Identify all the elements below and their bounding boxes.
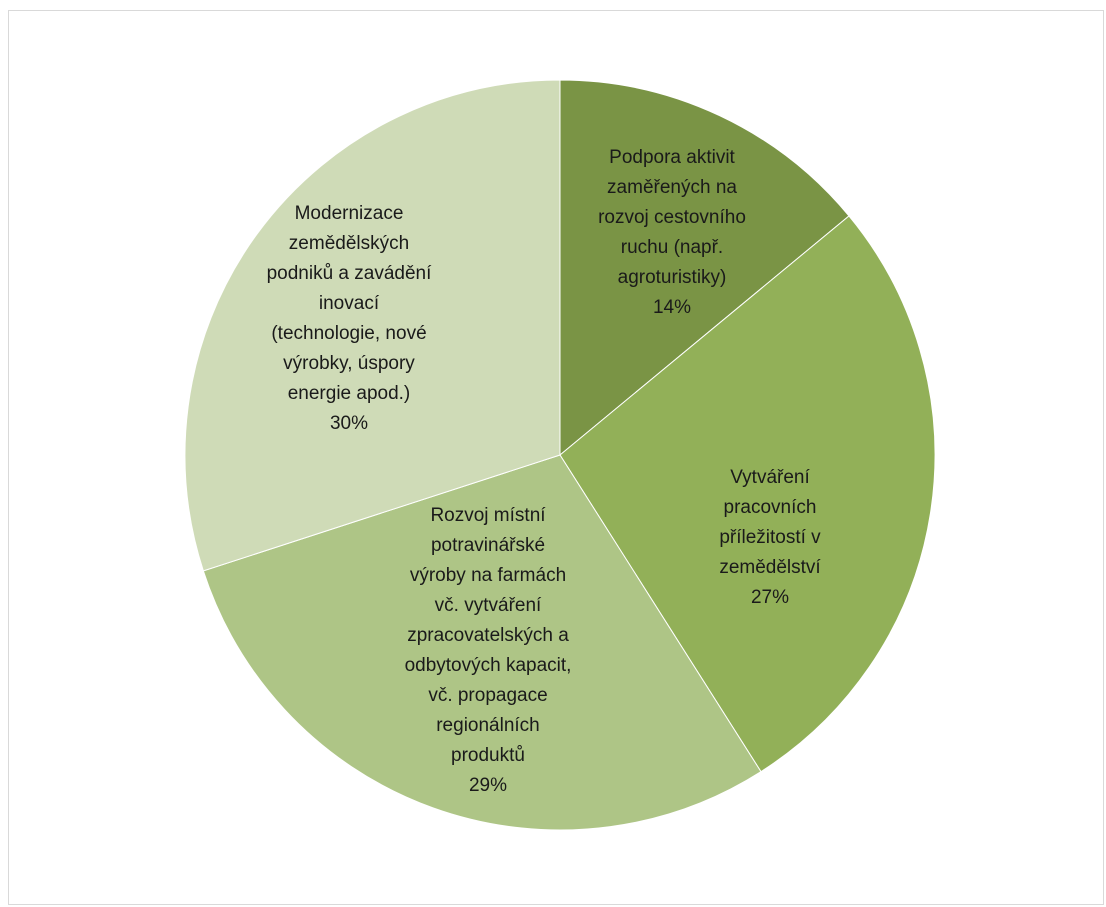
slice-label-line: příležitostí v (719, 527, 821, 548)
slice-label-4: Modernizace zemědělských podniků a zaváděn… (267, 203, 433, 434)
pie-slice-3 (202, 454, 762, 831)
slice-label-line: Vytváření (730, 467, 810, 488)
slice-label-line: zaměřených na (607, 177, 737, 198)
pie-slices (184, 79, 936, 831)
slice-value-label: 27% (751, 587, 789, 608)
slice-label-line: podniků a zavádění (267, 263, 433, 284)
slice-label-line: výrobky, úspory (283, 353, 415, 374)
slice-label-1: Podpora aktivit zaměřených na rozvoj cesto… (598, 147, 746, 318)
slice-label-line: pracovních (724, 497, 817, 518)
slice-label-line: vč. propagace (428, 685, 547, 706)
slice-label-line: zpracovatelských a (407, 625, 569, 646)
slice-label-line: potravinářské (431, 535, 545, 556)
slice-value-label: 30% (330, 413, 368, 434)
pie-slice-1 (559, 79, 850, 457)
slice-label-2: Vytváření pracovních příležitostí v zeměděl… (719, 467, 821, 608)
slice-label-line: odbytových kapacit, (405, 655, 572, 676)
pie-slice-2 (559, 215, 936, 773)
slice-label-line: produktů (451, 745, 525, 766)
pie-slice-4 (184, 79, 561, 572)
slice-label-line: zemědělství (719, 557, 821, 578)
slice-label-line: rozvoj cestovního (598, 207, 746, 228)
slice-value-label: 14% (653, 297, 691, 318)
slice-label-line: energie apod.) (288, 383, 411, 404)
slice-value-label: 29% (469, 775, 507, 796)
slice-label-3: Rozvoj místní potravinářské výroby na farm… (405, 505, 572, 796)
slice-label-line: inovací (319, 293, 380, 314)
slice-label-line: Podpora aktivit (609, 147, 735, 168)
slice-label-line: Modernizace (295, 203, 404, 224)
slice-label-line: Rozvoj místní (430, 505, 546, 526)
slice-label-line: regionálních (436, 715, 540, 736)
slice-label-line: vč. vytváření (435, 595, 542, 616)
slice-label-line: agroturistiky) (618, 267, 727, 288)
slice-label-line: (technologie, nové (271, 323, 426, 344)
pie-labels: Podpora aktivit zaměřených na rozvoj cesto… (267, 147, 822, 796)
slice-label-line: zemědělských (289, 233, 409, 254)
slice-label-line: výroby na farmách (410, 565, 566, 586)
slice-label-line: ruchu (např. (621, 237, 723, 258)
